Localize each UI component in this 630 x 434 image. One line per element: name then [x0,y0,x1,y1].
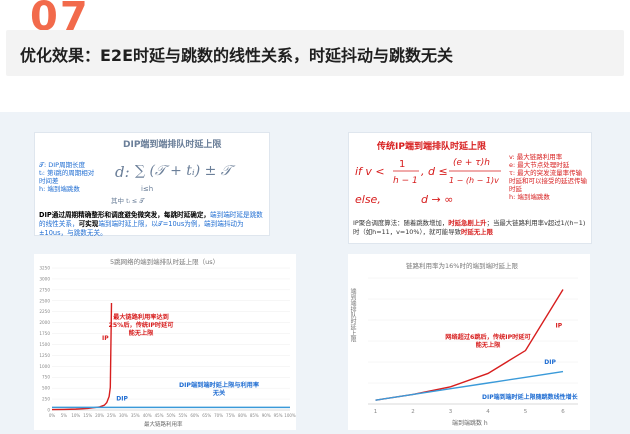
svg-text:h − 1: h − 1 [393,176,418,186]
x-tick-label: 95% [274,413,283,418]
dip-desc-blue1: 端到端时延是跳数的线性关系， [39,211,263,228]
dip-series-label: DIP [116,395,128,402]
right-ylabel: 端到端排队时延上限 [349,288,356,342]
dip-desc-black: DIP通过周期精确整形和调度避免微突发，每跳时延确定， [39,211,211,219]
right-dip-note: DIP端到端时延上限随跳数线性增长 [482,394,578,401]
dip-series-label: DIP [544,359,556,366]
x-tick-label: 45% [155,413,164,418]
ip-formula: if v < 1 h − 1 , d ≤ (e + τ)h 1 − (h − 1… [355,158,501,206]
ip-desc-red2: 时延无上限 [460,227,493,236]
dip-legend-item: 𝒯: DIP周期长度 [39,161,86,169]
y-tick-label: 1250 [39,353,50,358]
right-chart: 1 2 3 4 5 6 IP DIP [368,277,578,415]
ip-legend-item: h: 端到端跳数 [509,193,550,201]
y-tick-label: 1000 [39,364,50,369]
y-tick-label: 500 [42,386,50,391]
x-tick-label: 65% [202,413,211,418]
y-tick-label: 3000 [39,276,50,281]
x-tick-label: 30% [119,413,128,418]
ip-legend-item: v: 最大链路利用率 [509,153,563,161]
right-xlabel: 端到端跳数 h [452,420,488,427]
ip-box-title: 传统IP端到端排队时延上限 [377,142,486,152]
left-chart: 0 250 500 750 1000 1250 1500 1750 2000 2250 2500 27… [39,266,296,419]
ip-series-label: IP [556,323,563,330]
svg-text:if v <: if v < [355,165,385,178]
dip-desc-blue2: 端到端时延上限，以𝒯=10us为例，端到端抖动为±10us，与跳数无关。 [39,220,244,237]
ip-legend: v: 最大链路利用率 e: 最大节点处理时延 τ: 最大的突发流量率传输时延和可… [509,153,587,201]
x-tick-label: 2 [411,409,415,415]
x-tick-label: 10% [71,413,80,418]
dip-legend-item: h: 端到端跳数 [39,185,80,193]
x-tick-label: 5 [524,409,528,415]
ip-legend-item: e: 最大节点处理时延 [509,161,570,169]
x-tick-label: 6 [561,409,565,415]
dip-desc-black2: 可实现 [78,220,99,228]
series-line-dip [375,370,564,401]
x-tick-label: 35% [131,413,140,418]
right-chart-card: 链路利用率为16%时的端到端时延上限 端到端排队时延上限 1 2 3 4 5 6 IP DIP… [348,254,590,430]
x-tick-label: 60% [190,413,199,418]
dip-description: DIP通过周期精确整形和调度避免微突发，每跳时延确定，端到端时延是跳数的线性关系… [39,211,267,238]
x-tick-label: 40% [143,413,152,418]
left-ip-note: 最大链路利用率达到25%后，传统IP时延可能无上限 [108,314,174,337]
dip-formula-note: 其中 tᵢ ≤ 𝒯 [111,197,145,205]
svg-text:1: 1 [399,159,405,170]
x-tick-label: 15% [83,413,92,418]
content-panel: DIP端到端排队时延上限 𝒯: DIP周期长度 tᵢ: 第i跳的周期相对时间差 … [0,112,630,434]
heading-bar: 优化效果：E2E时延与跳数的线性关系，时延抖动与跳数无关 [6,30,624,76]
y-tick-label: 3250 [39,266,50,271]
y-tick-label: 250 [42,397,50,402]
svg-text:else,: else, [355,193,381,206]
y-tick-label: 2250 [39,309,50,314]
right-chart-title: 链路利用率为16%时的端到端时延上限 [406,262,518,270]
x-tick-label: 85% [250,413,259,418]
right-ip-note: 网络超过6跳后，传统IP时延可能无上限 [445,334,531,349]
left-xlabel: 最大链路利用率 [144,422,183,428]
y-tick-label: 0 [47,408,50,413]
x-tick-label: 75% [226,413,235,418]
x-tick-label: 5% [61,413,68,418]
x-tick-label: 20% [95,413,104,418]
x-tick-label: 3 [449,409,453,415]
dip-legend: 𝒯: DIP周期长度 tᵢ: 第i跳的周期相对时间差 h: 端到端跳数 [39,161,99,193]
left-dip-note: DIP端到端时延上限与利用率无关 [178,382,260,397]
x-tick-label: 80% [238,413,247,418]
ip-legend-item: τ: 最大的突发流量率传输时延和可以接受的延迟传输时延 [509,169,587,193]
y-tick-label: 2000 [39,320,50,325]
svg-text:(e + τ)h: (e + τ)h [453,158,490,168]
dip-formula-box: DIP端到端排队时延上限 𝒯: DIP周期长度 tᵢ: 第i跳的周期相对时间差 … [34,132,270,238]
x-tick-label: 25% [107,413,116,418]
y-tick-label: 750 [42,375,50,380]
dip-formula-sub: i≤h [141,185,154,193]
x-tick-label: 0% [49,413,56,418]
x-tick-label: 4 [486,409,490,415]
svg-text:, d ≤: , d ≤ [421,165,448,178]
dip-legend-item: tᵢ: 第i跳的周期相对时间差 [39,169,95,185]
dip-formula-sum: ∑ (𝒯 + tᵢ) ± 𝒯 [135,163,232,179]
x-tick-label: 50% [167,413,176,418]
dip-formula-d: d: [115,163,130,181]
y-tick-label: 1750 [39,331,50,336]
svg-text:d → ∞: d → ∞ [421,193,453,206]
y-tick-label: 1500 [39,342,50,347]
x-tick-label: 1 [374,409,378,415]
y-tick-label: 2500 [39,298,50,303]
ip-desc-red: 时延急剧上升 [448,219,487,227]
left-chart-title: 5跳网络的端到端排队时延上限（us） [110,258,220,266]
x-tick-label: 55% [178,413,187,418]
ip-desc2: ；当最大链路利用率v超过1/(h−1)时（如h=11，v=10%），就可能导致 [353,219,586,236]
ip-series-label: IP [102,335,109,342]
y-tick-label: 2750 [39,287,50,292]
x-tick-label: 90% [262,413,271,418]
series-line-ip [51,302,113,411]
x-tick-label: 100% [284,413,296,418]
page-title: 优化效果：E2E时延与跳数的线性关系，时延抖动与跳数无关 [20,46,453,65]
dip-box-title: DIP端到端排队时延上限 [123,140,222,150]
ip-formula-box: 传统IP端到端排队时延上限 if v < 1 h − 1 , d ≤ (e + … [348,132,592,244]
x-tick-label: 70% [214,413,223,418]
ip-description: IP聚合调度算法：随着跳数增加，时延急剧上升；当最大链路利用率v超过1/(h−1… [353,219,587,236]
left-chart-card: 5跳网络的端到端排队时延上限（us） 0 250 500 750 1000 1250 150… [34,254,296,430]
svg-text:1 − (h − 1)v: 1 − (h − 1)v [449,176,499,185]
ip-desc1: IP聚合调度算法：随着跳数增加， [353,219,449,227]
